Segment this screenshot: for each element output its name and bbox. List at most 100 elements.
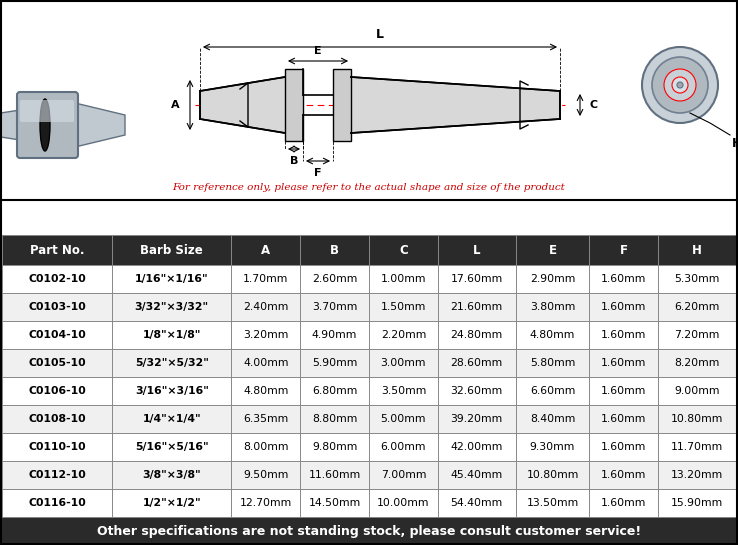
Text: 9.50mm: 9.50mm xyxy=(243,470,289,480)
Text: 3/32"×3/32": 3/32"×3/32" xyxy=(134,302,209,312)
Text: 39.20mm: 39.20mm xyxy=(451,414,503,424)
Bar xyxy=(2,461,736,489)
FancyBboxPatch shape xyxy=(17,92,78,158)
Text: 1.60mm: 1.60mm xyxy=(601,470,646,480)
Bar xyxy=(2,349,736,377)
Bar xyxy=(2,489,736,517)
Text: 1.50mm: 1.50mm xyxy=(381,302,426,312)
Text: E: E xyxy=(548,244,556,257)
Text: 54.40mm: 54.40mm xyxy=(451,498,503,508)
Text: 1/2"×1/2": 1/2"×1/2" xyxy=(142,498,201,508)
Text: C0112-10: C0112-10 xyxy=(28,470,86,480)
Circle shape xyxy=(664,69,696,101)
Text: C: C xyxy=(399,244,408,257)
Text: Barb Size: Barb Size xyxy=(140,244,203,257)
Text: 13.50mm: 13.50mm xyxy=(526,498,579,508)
Text: 4.90mm: 4.90mm xyxy=(312,330,357,340)
Text: L: L xyxy=(376,28,384,41)
Text: 5.90mm: 5.90mm xyxy=(312,358,357,368)
Text: 1.70mm: 1.70mm xyxy=(243,274,289,284)
Text: 8.80mm: 8.80mm xyxy=(312,414,357,424)
Text: 2.90mm: 2.90mm xyxy=(530,274,575,284)
Bar xyxy=(2,377,736,405)
Bar xyxy=(2,321,736,349)
Text: 7.20mm: 7.20mm xyxy=(675,330,720,340)
Polygon shape xyxy=(75,103,125,147)
Text: 5/32"×5/32": 5/32"×5/32" xyxy=(135,358,209,368)
Bar xyxy=(2,405,736,433)
Text: 10.00mm: 10.00mm xyxy=(377,498,430,508)
Text: For reference only, please refer to the actual shape and size of the product: For reference only, please refer to the … xyxy=(173,184,565,192)
Text: 10.80mm: 10.80mm xyxy=(671,414,723,424)
Text: 5.80mm: 5.80mm xyxy=(530,358,575,368)
Text: C0102-10: C0102-10 xyxy=(28,274,86,284)
Bar xyxy=(2,235,736,265)
Text: 8.40mm: 8.40mm xyxy=(530,414,575,424)
Bar xyxy=(2,293,736,321)
Text: 6.20mm: 6.20mm xyxy=(675,302,720,312)
Text: H: H xyxy=(692,244,702,257)
Text: 8.00mm: 8.00mm xyxy=(243,442,289,452)
Text: 1.60mm: 1.60mm xyxy=(601,386,646,396)
Polygon shape xyxy=(351,77,560,133)
Text: F: F xyxy=(314,168,322,178)
Circle shape xyxy=(642,47,718,123)
Text: 24.80mm: 24.80mm xyxy=(451,330,503,340)
Text: 3.50mm: 3.50mm xyxy=(381,386,426,396)
Text: 42.00mm: 42.00mm xyxy=(451,442,503,452)
Polygon shape xyxy=(200,77,285,133)
Bar xyxy=(0,517,738,545)
Text: 17.60mm: 17.60mm xyxy=(451,274,503,284)
Text: 9.30mm: 9.30mm xyxy=(530,442,575,452)
Text: 15.90mm: 15.90mm xyxy=(671,498,723,508)
Text: 6.00mm: 6.00mm xyxy=(381,442,426,452)
Bar xyxy=(0,0,738,200)
Text: 21.60mm: 21.60mm xyxy=(451,302,503,312)
Text: 11.70mm: 11.70mm xyxy=(671,442,723,452)
Text: 6.80mm: 6.80mm xyxy=(312,386,357,396)
Text: 28.60mm: 28.60mm xyxy=(451,358,503,368)
Text: 13.20mm: 13.20mm xyxy=(671,470,723,480)
Text: 1.60mm: 1.60mm xyxy=(601,302,646,312)
Text: 4.00mm: 4.00mm xyxy=(243,358,289,368)
Bar xyxy=(285,69,303,141)
Text: 6.35mm: 6.35mm xyxy=(243,414,289,424)
Text: 5.30mm: 5.30mm xyxy=(675,274,720,284)
Text: 6.60mm: 6.60mm xyxy=(530,386,575,396)
Text: 3.00mm: 3.00mm xyxy=(381,358,426,368)
Text: A: A xyxy=(171,100,180,110)
Text: 1.00mm: 1.00mm xyxy=(381,274,426,284)
Text: 1.60mm: 1.60mm xyxy=(601,442,646,452)
Text: 10.80mm: 10.80mm xyxy=(526,470,579,480)
Text: 2.40mm: 2.40mm xyxy=(243,302,289,312)
Circle shape xyxy=(677,82,683,88)
Bar xyxy=(2,433,736,461)
Text: 3.80mm: 3.80mm xyxy=(530,302,575,312)
Circle shape xyxy=(652,57,708,113)
Text: 14.50mm: 14.50mm xyxy=(308,498,361,508)
Ellipse shape xyxy=(40,99,50,151)
Text: H: H xyxy=(732,137,738,150)
Text: C0103-10: C0103-10 xyxy=(28,302,86,312)
Text: 8.20mm: 8.20mm xyxy=(675,358,720,368)
Polygon shape xyxy=(0,110,20,140)
Text: L: L xyxy=(473,244,480,257)
Text: 2.60mm: 2.60mm xyxy=(312,274,357,284)
Text: B: B xyxy=(290,156,298,166)
Text: 7.00mm: 7.00mm xyxy=(381,470,426,480)
Circle shape xyxy=(672,77,688,93)
Text: 9.00mm: 9.00mm xyxy=(675,386,720,396)
Text: 5/16"×5/16": 5/16"×5/16" xyxy=(135,442,209,452)
Text: C0108-10: C0108-10 xyxy=(28,414,86,424)
Text: 1/4"×1/4": 1/4"×1/4" xyxy=(142,414,201,424)
Text: 32.60mm: 32.60mm xyxy=(451,386,503,396)
FancyBboxPatch shape xyxy=(20,100,74,122)
Text: 45.40mm: 45.40mm xyxy=(451,470,503,480)
Text: B: B xyxy=(330,244,339,257)
Text: 1/8"×1/8": 1/8"×1/8" xyxy=(142,330,201,340)
Text: C0104-10: C0104-10 xyxy=(28,330,86,340)
Text: A: A xyxy=(261,244,270,257)
Text: 3.70mm: 3.70mm xyxy=(312,302,357,312)
Text: 1.60mm: 1.60mm xyxy=(601,358,646,368)
Text: 1.60mm: 1.60mm xyxy=(601,414,646,424)
